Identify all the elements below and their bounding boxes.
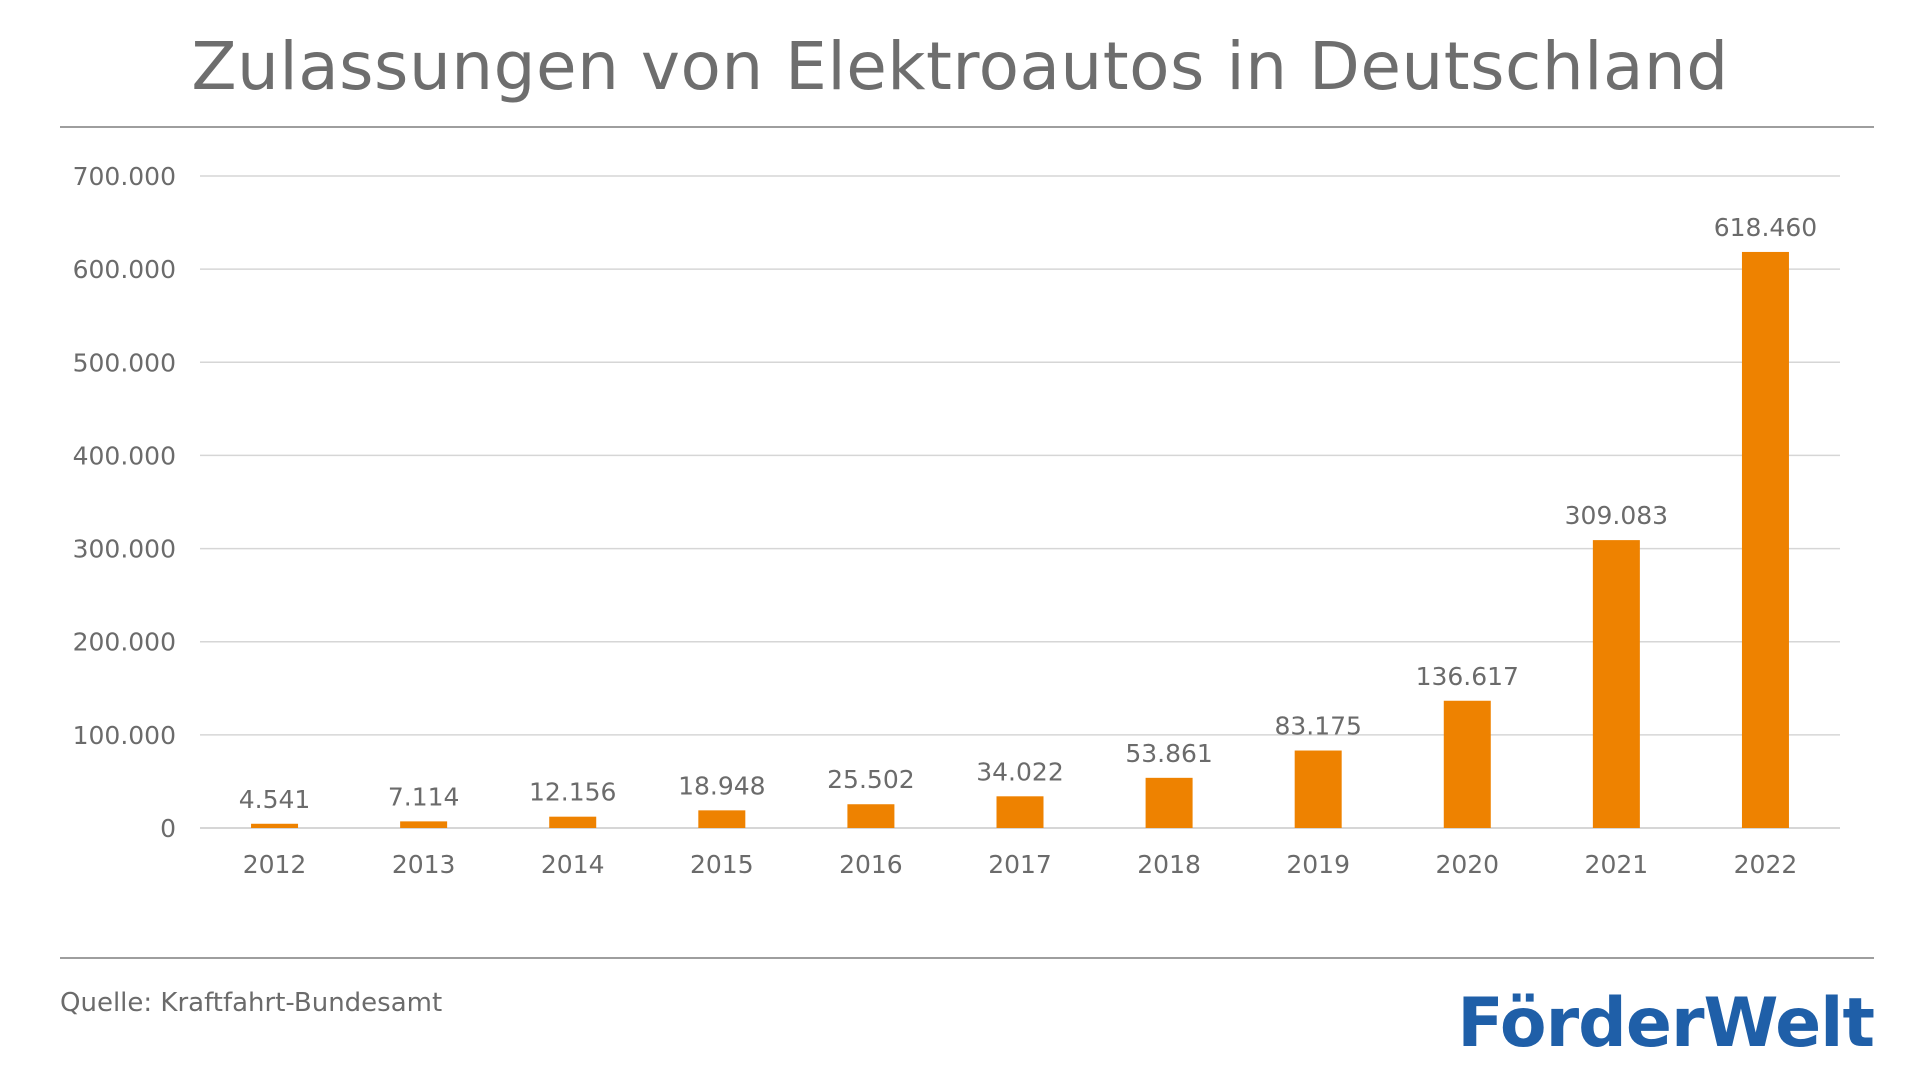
data-label: 53.861 (1125, 739, 1212, 768)
bottom-divider (60, 957, 1874, 959)
data-label: 618.460 (1714, 213, 1817, 242)
data-label: 18.948 (678, 771, 765, 800)
bar-2020 (1443, 700, 1491, 828)
data-label: 4.541 (239, 785, 311, 814)
bar-2013 (400, 821, 448, 828)
y-tick-label: 600.000 (73, 255, 176, 284)
x-tick-label: 2013 (392, 850, 456, 879)
x-tick-label: 2019 (1286, 850, 1350, 879)
brand-logo: FörderWelt (1457, 984, 1875, 1063)
data-labels: 4.541 7.114 12.156 18.948 25.502 34.022 53.861… (239, 213, 1817, 814)
data-label: 309.083 (1565, 501, 1668, 530)
x-tick-label: 2014 (541, 850, 605, 879)
bar-2017 (996, 796, 1044, 828)
data-label: 136.617 (1416, 662, 1519, 691)
bar-2021 (1592, 540, 1640, 828)
x-tick-label: 2012 (243, 850, 307, 879)
chart-title: Zulassungen von Elektroautos in Deutschl… (191, 28, 1729, 105)
x-tick-label: 2015 (690, 850, 754, 879)
top-divider (60, 126, 1874, 128)
bar-2015 (698, 810, 746, 828)
bar-2022 (1741, 251, 1789, 829)
y-tick-label: 200.000 (73, 628, 176, 657)
data-label: 12.156 (529, 778, 616, 807)
x-tick-label: 2020 (1435, 850, 1499, 879)
y-tick-label: 400.000 (73, 441, 176, 470)
source-note: Quelle: Kraftfahrt-Bundesamt (60, 988, 443, 1018)
bar-2014 (549, 816, 597, 828)
x-tick-label: 2021 (1585, 850, 1649, 879)
bar-2016 (847, 804, 895, 828)
y-tick-label: 700.000 (73, 162, 176, 191)
y-tick-label: 500.000 (73, 348, 176, 377)
bars (251, 251, 1789, 829)
x-axis-ticks: 2012 2013 2014 2015 2016 2017 2018 2019 2020 2021… (243, 850, 1798, 879)
x-tick-label: 2022 (1734, 850, 1798, 879)
x-tick-label: 2017 (988, 850, 1052, 879)
data-label: 34.022 (976, 757, 1063, 786)
y-tick-label: 0 (160, 814, 176, 843)
bar-2018 (1145, 777, 1193, 828)
data-label: 7.114 (388, 782, 460, 811)
y-axis-ticks: 0 100.000 200.000 300.000 400.000 500.000 600.… (73, 162, 176, 843)
y-tick-label: 300.000 (73, 535, 176, 564)
bar-2012 (251, 823, 299, 828)
gridlines (200, 175, 1840, 829)
y-tick-label: 100.000 (73, 721, 176, 750)
x-tick-label: 2018 (1137, 850, 1201, 879)
data-label: 83.175 (1274, 712, 1361, 741)
bar-2019 (1294, 750, 1342, 828)
x-tick-label: 2016 (839, 850, 903, 879)
data-label: 25.502 (827, 765, 914, 794)
